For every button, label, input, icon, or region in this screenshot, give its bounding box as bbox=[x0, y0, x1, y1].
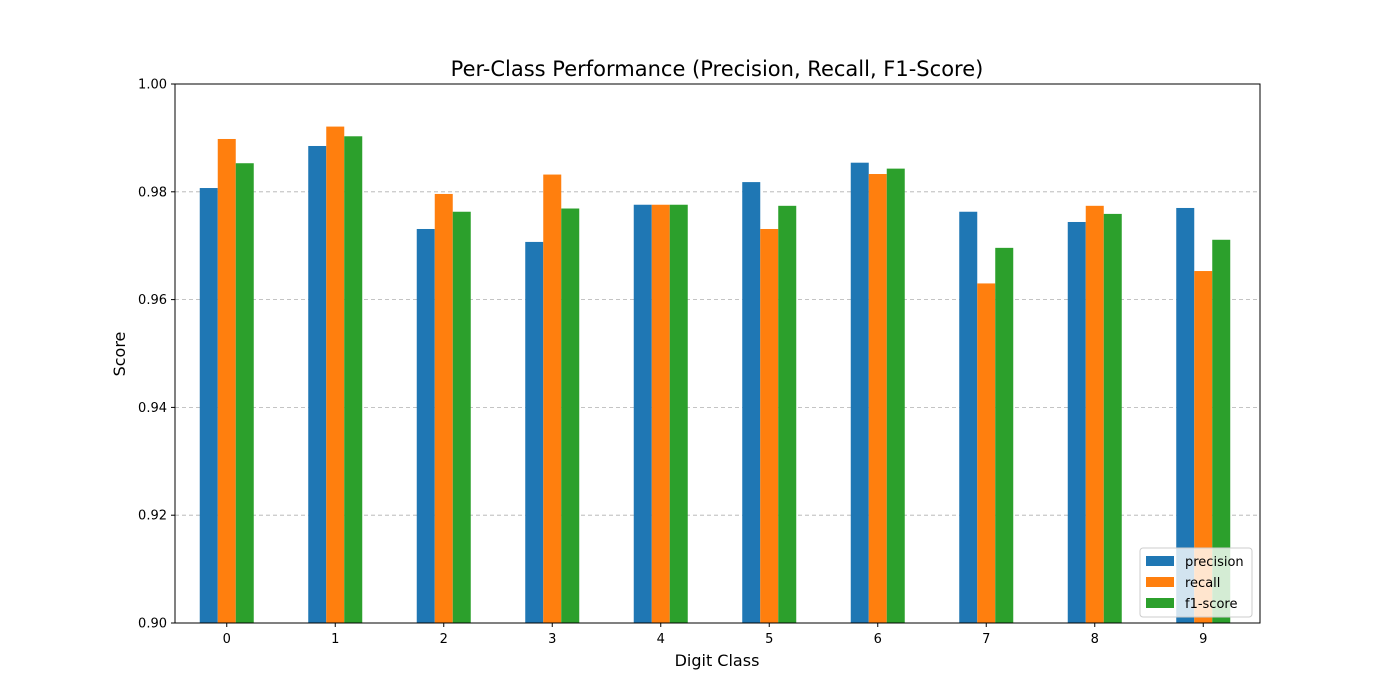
bar-precision-6 bbox=[850, 162, 869, 623]
bar-f1-score-3 bbox=[561, 208, 580, 623]
bar-recall-0 bbox=[217, 138, 236, 623]
y-tick-label: 0.98 bbox=[138, 185, 167, 200]
legend-label-f1-score: f1-score bbox=[1185, 597, 1237, 612]
bar-f1-score-9 bbox=[1212, 239, 1231, 623]
bar-recall-7 bbox=[977, 283, 996, 623]
chart-title: Per-Class Performance (Precision, Recall… bbox=[451, 57, 984, 81]
bar-f1-score-5 bbox=[778, 205, 797, 623]
bar-recall-2 bbox=[434, 193, 453, 623]
bar-precision-8 bbox=[1067, 221, 1086, 623]
bar-precision-4 bbox=[633, 204, 652, 623]
bar-recall-9 bbox=[1194, 271, 1213, 623]
bar-recall-6 bbox=[868, 174, 887, 623]
x-tick-label: 8 bbox=[1091, 632, 1099, 647]
y-tick-label: 1.00 bbox=[138, 78, 167, 93]
y-axis: 0.90 0.92 0.94 0.96 0.98 1.00 bbox=[138, 78, 175, 632]
y-tick-label: 0.94 bbox=[138, 401, 167, 416]
legend-swatch-recall bbox=[1146, 577, 1174, 587]
bar-precision-0 bbox=[199, 188, 218, 624]
y-tick-label: 0.90 bbox=[138, 617, 167, 632]
y-axis-label: Score bbox=[110, 332, 129, 377]
bar-precision-5 bbox=[742, 182, 761, 623]
bar-recall-5 bbox=[760, 228, 779, 623]
x-axis: 0 1 2 3 4 5 6 7 8 9 bbox=[223, 623, 1207, 647]
bar-f1-score-2 bbox=[452, 211, 471, 624]
y-tick-label: 0.96 bbox=[138, 293, 167, 308]
bar-precision-2 bbox=[416, 228, 435, 623]
bar-precision-7 bbox=[959, 211, 978, 624]
y-tick-label: 0.92 bbox=[138, 509, 167, 524]
legend-label-precision: precision bbox=[1185, 555, 1244, 570]
bar-f1-score-0 bbox=[235, 163, 254, 623]
x-tick-label: 3 bbox=[548, 632, 556, 647]
legend: precision recall f1-score bbox=[1139, 547, 1253, 618]
x-tick-label: 6 bbox=[874, 632, 882, 647]
bar-precision-1 bbox=[308, 145, 327, 624]
x-axis-label: Digit Class bbox=[675, 651, 760, 670]
bar-precision-9 bbox=[1176, 207, 1195, 623]
x-tick-label: 0 bbox=[223, 632, 231, 647]
bar-f1-score-6 bbox=[886, 168, 905, 624]
legend-swatch-f1-score bbox=[1146, 598, 1174, 608]
bar-f1-score-8 bbox=[1103, 213, 1122, 624]
bar-f1-score-4 bbox=[669, 204, 688, 623]
x-tick-label: 5 bbox=[765, 632, 773, 647]
bar-recall-4 bbox=[651, 204, 670, 623]
legend-label-recall: recall bbox=[1185, 576, 1220, 591]
bar-recall-1 bbox=[326, 126, 345, 624]
x-tick-label: 1 bbox=[331, 632, 339, 647]
bars bbox=[199, 126, 1231, 624]
legend-swatch-precision bbox=[1146, 556, 1174, 566]
bar-recall-8 bbox=[1085, 205, 1104, 623]
bar-recall-3 bbox=[543, 174, 562, 623]
x-tick-label: 7 bbox=[982, 632, 990, 647]
x-tick-label: 9 bbox=[1199, 632, 1207, 647]
x-tick-label: 2 bbox=[440, 632, 448, 647]
bar-f1-score-1 bbox=[344, 136, 363, 623]
bar-f1-score-7 bbox=[995, 247, 1014, 623]
bar-precision-3 bbox=[525, 241, 544, 623]
x-tick-label: 4 bbox=[657, 632, 665, 647]
plot-frame bbox=[174, 83, 1261, 624]
